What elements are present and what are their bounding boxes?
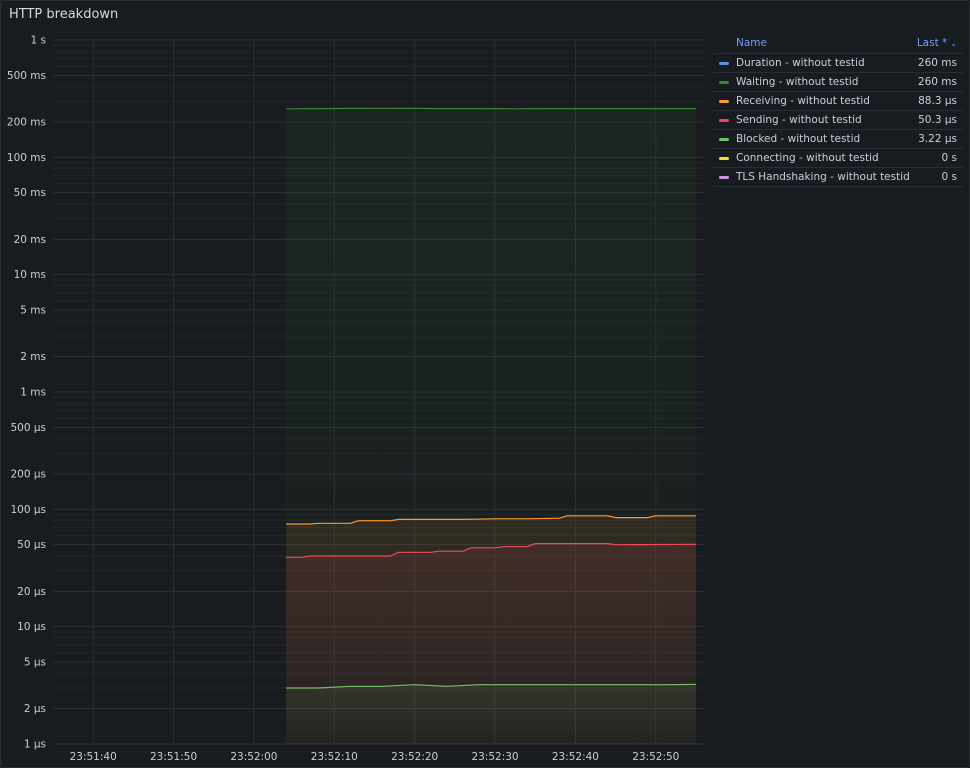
series-line [286, 515, 696, 525]
legend-series-name: Sending - without testid [736, 114, 862, 126]
y-tick-label: 10 ms [14, 269, 46, 281]
legend-col-last-label: Last * [916, 37, 948, 49]
x-tick-label: 23:52:00 [230, 751, 277, 763]
legend-row[interactable]: Receiving - without testid 88.3 µs [713, 92, 963, 111]
legend-last-value: 260 ms [917, 57, 957, 69]
series-color-swatch [719, 137, 729, 141]
y-tick-label: 20 ms [14, 234, 46, 246]
y-tick-label: 50 µs [17, 539, 46, 551]
x-tick-label: 23:51:40 [70, 751, 117, 763]
legend-series-name: Connecting - without testid [736, 152, 879, 164]
panel-title: HTTP breakdown [9, 7, 119, 22]
legend-row[interactable]: Waiting - without testid 260 ms [713, 73, 963, 92]
legend-table: Name Last * ⌄ Duration - without testid 26… [713, 33, 963, 187]
y-tick-label: 100 ms [7, 152, 46, 164]
y-tick-label: 500 µs [10, 422, 46, 434]
y-tick-label: 2 ms [20, 351, 46, 363]
x-tick-label: 23:52:40 [552, 751, 599, 763]
y-tick-label: 5 ms [20, 304, 46, 316]
legend-row[interactable]: Duration - without testid 260 ms [713, 54, 963, 73]
x-tick-label: 23:52:10 [311, 751, 358, 763]
legend-header: Name Last * ⌄ [713, 33, 963, 54]
legend-series-name: Duration - without testid [736, 57, 865, 69]
legend-series-name: TLS Handshaking - without testid [736, 171, 910, 183]
legend-col-last[interactable]: Last * ⌄ [917, 37, 957, 49]
y-tick-label: 1 µs [24, 739, 46, 751]
y-tick-label: 1 ms [20, 387, 46, 399]
legend-series-name: Blocked - without testid [736, 133, 861, 145]
legend-series-name: Waiting - without testid [736, 76, 859, 88]
x-tick-label: 23:51:50 [150, 751, 197, 763]
y-tick-label: 100 µs [10, 504, 46, 516]
series-line [286, 543, 697, 558]
legend-row[interactable]: Blocked - without testid 3.22 µs [713, 130, 963, 149]
y-tick-label: 20 µs [17, 586, 46, 598]
series-color-swatch [719, 118, 729, 122]
legend-row[interactable]: Connecting - without testid 0 s [713, 149, 963, 168]
series-color-swatch [719, 80, 729, 84]
legend-series-name: Receiving - without testid [736, 95, 870, 107]
legend-last-value: 0 s [941, 171, 958, 183]
legend-row[interactable]: TLS Handshaking - without testid 0 s [713, 168, 963, 187]
legend-col-name[interactable]: Name [736, 37, 767, 49]
y-tick-label: 200 ms [7, 117, 46, 129]
y-tick-label: 50 ms [14, 187, 46, 199]
x-tick-label: 23:52:30 [471, 751, 518, 763]
series-color-swatch [719, 156, 729, 160]
legend-last-value: 3.22 µs [918, 133, 957, 145]
chevron-down-icon: ⌄ [950, 39, 957, 48]
legend-last-value: 88.3 µs [918, 95, 957, 107]
series-color-swatch [719, 99, 729, 103]
y-tick-label: 10 µs [17, 621, 46, 633]
legend-row[interactable]: Sending - without testid 50.3 µs [713, 111, 963, 130]
legend-last-value: 50.3 µs [918, 114, 957, 126]
series-line [286, 107, 696, 110]
legend-last-value: 0 s [941, 152, 958, 164]
y-tick-label: 200 µs [10, 469, 46, 481]
series-area [286, 684, 696, 744]
legend-last-value: 260 ms [917, 76, 957, 88]
y-tick-label: 500 ms [7, 70, 46, 82]
y-tick-label: 5 µs [24, 656, 46, 668]
y-tick-label: 2 µs [24, 703, 46, 715]
series-color-swatch [719, 61, 729, 65]
series-line [286, 683, 697, 689]
x-tick-label: 23:52:20 [391, 751, 438, 763]
x-tick-label: 23:52:50 [632, 751, 679, 763]
series-color-swatch [719, 175, 729, 179]
y-tick-label: 1 s [31, 35, 47, 47]
